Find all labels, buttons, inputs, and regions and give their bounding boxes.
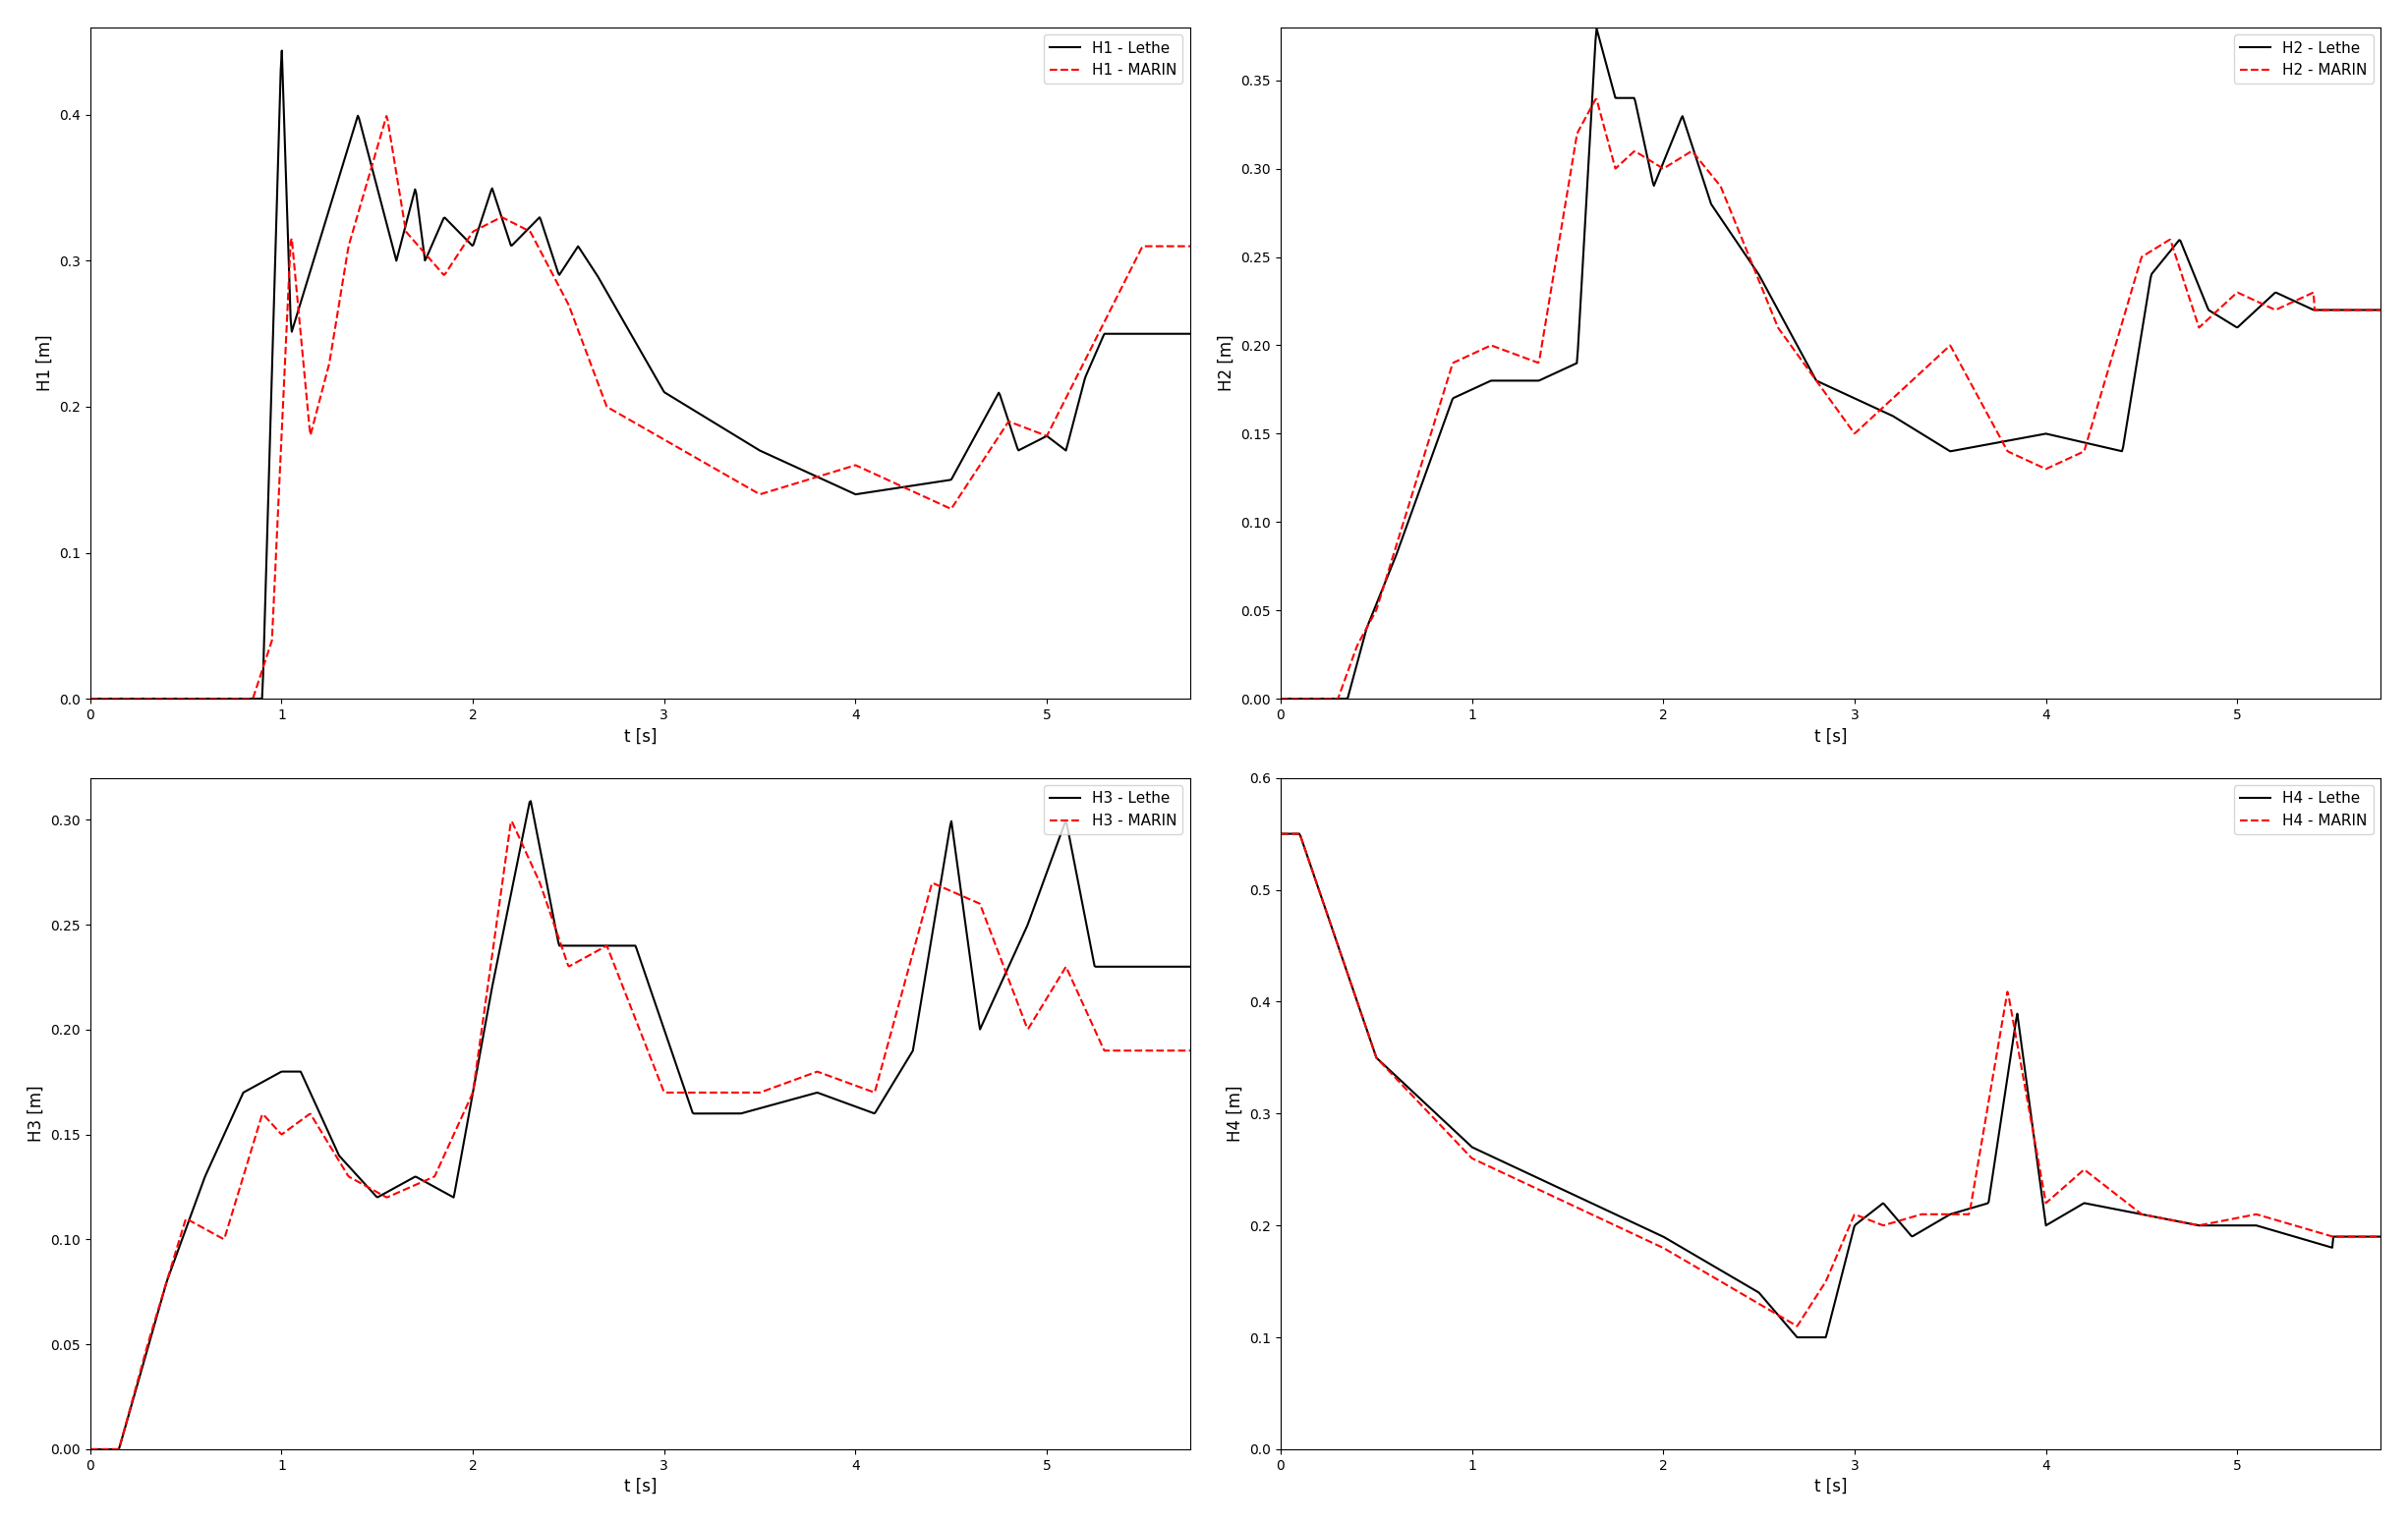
H4 - Lethe [2126, 1205, 2155, 1223]
H1 - MARIN [523, 235, 551, 253]
Legend: H3 - Lethe, H3 - MARIN: H3 - Lethe, H3 - MARIN [1043, 786, 1182, 835]
H2 - MARIN [1377, 547, 1406, 565]
H1 - Lethe [833, 481, 862, 500]
H2 - Lethe [1267, 690, 1296, 708]
H1 - MARIN [934, 500, 963, 518]
H3 - Lethe [934, 822, 963, 841]
H1 - Lethe [75, 690, 104, 708]
H2 - MARIN [1582, 90, 1611, 108]
Line: H3 - MARIN: H3 - MARIN [89, 821, 1190, 1450]
H1 - Lethe [267, 41, 296, 59]
H3 - Lethe [75, 1441, 104, 1459]
Y-axis label: H1 [m]: H1 [m] [36, 335, 53, 391]
H1 - Lethe [934, 471, 963, 489]
H2 - MARIN [2126, 254, 2155, 273]
Line: H4 - Lethe: H4 - Lethe [1281, 833, 2382, 1337]
H1 - MARIN [954, 472, 982, 490]
H1 - MARIN [371, 107, 400, 125]
H1 - Lethe [954, 439, 982, 457]
H2 - MARIN [1267, 690, 1296, 708]
H2 - Lethe [2023, 426, 2052, 445]
X-axis label: t [s]: t [s] [624, 1477, 657, 1496]
H1 - Lethe [188, 690, 217, 708]
H2 - MARIN [2146, 238, 2174, 256]
H3 - MARIN [496, 812, 525, 830]
H3 - MARIN [833, 1074, 862, 1092]
H4 - MARIN [1782, 1317, 1811, 1336]
H2 - MARIN [2367, 302, 2396, 320]
H4 - MARIN [1712, 1275, 1741, 1293]
H4 - Lethe [2023, 1151, 2052, 1170]
H1 - Lethe [561, 241, 590, 259]
Line: H1 - Lethe: H1 - Lethe [89, 50, 1190, 699]
H2 - MARIN [1712, 192, 1741, 210]
H3 - MARIN [188, 1218, 217, 1237]
H3 - MARIN [75, 1441, 104, 1459]
Y-axis label: H4 [m]: H4 [m] [1226, 1086, 1245, 1142]
H4 - Lethe [1267, 824, 1296, 842]
H1 - Lethe [523, 212, 551, 230]
H1 - MARIN [833, 458, 862, 477]
H3 - MARIN [1175, 1042, 1204, 1060]
H2 - Lethe [1712, 218, 1741, 236]
H4 - MARIN [1751, 1298, 1780, 1316]
H3 - Lethe [561, 937, 590, 955]
H3 - MARIN [954, 889, 982, 908]
Line: H4 - MARIN: H4 - MARIN [1281, 833, 2382, 1327]
H4 - Lethe [1377, 1065, 1406, 1083]
H2 - Lethe [1751, 279, 1780, 297]
H3 - Lethe [188, 1174, 217, 1193]
Line: H2 - Lethe: H2 - Lethe [1281, 29, 2382, 699]
H4 - MARIN [2146, 1209, 2174, 1228]
H1 - MARIN [188, 690, 217, 708]
H4 - Lethe [1784, 1328, 1813, 1346]
Line: H3 - Lethe: H3 - Lethe [89, 801, 1190, 1450]
H1 - MARIN [561, 315, 590, 334]
X-axis label: t [s]: t [s] [1813, 728, 1847, 745]
X-axis label: t [s]: t [s] [624, 728, 657, 745]
Legend: H1 - Lethe, H1 - MARIN: H1 - Lethe, H1 - MARIN [1045, 35, 1182, 84]
H3 - MARIN [934, 882, 963, 900]
H4 - Lethe [2146, 1209, 2174, 1228]
Legend: H4 - Lethe, H4 - MARIN: H4 - Lethe, H4 - MARIN [2235, 786, 2374, 835]
H4 - MARIN [1377, 1066, 1406, 1084]
H3 - Lethe [833, 1094, 862, 1112]
Y-axis label: H2 [m]: H2 [m] [1218, 335, 1235, 391]
Line: H1 - MARIN: H1 - MARIN [89, 116, 1190, 699]
H1 - Lethe [1175, 324, 1204, 343]
H4 - MARIN [1267, 824, 1296, 842]
H2 - Lethe [2126, 337, 2155, 355]
H2 - Lethe [2146, 256, 2174, 274]
Y-axis label: H3 [m]: H3 [m] [26, 1086, 46, 1142]
H4 - Lethe [1712, 1264, 1741, 1282]
H4 - MARIN [2023, 1145, 2052, 1164]
H1 - MARIN [75, 690, 104, 708]
H2 - Lethe [2367, 302, 2396, 320]
H3 - MARIN [561, 953, 590, 972]
H3 - Lethe [523, 819, 551, 838]
Legend: H2 - Lethe, H2 - MARIN: H2 - Lethe, H2 - MARIN [2235, 35, 2374, 84]
H1 - MARIN [1175, 238, 1204, 256]
H4 - Lethe [1751, 1290, 1780, 1308]
H2 - Lethe [1377, 554, 1406, 573]
H2 - MARIN [2023, 455, 2052, 474]
H4 - MARIN [2126, 1203, 2155, 1221]
H3 - Lethe [1175, 958, 1204, 976]
X-axis label: t [s]: t [s] [1813, 1477, 1847, 1496]
H3 - MARIN [523, 865, 551, 883]
H2 - Lethe [1582, 20, 1611, 38]
H3 - Lethe [954, 941, 982, 959]
H4 - MARIN [2367, 1228, 2396, 1246]
H4 - Lethe [2367, 1228, 2396, 1246]
Line: H2 - MARIN: H2 - MARIN [1281, 99, 2382, 699]
H3 - Lethe [515, 792, 544, 810]
H2 - MARIN [1751, 289, 1780, 308]
